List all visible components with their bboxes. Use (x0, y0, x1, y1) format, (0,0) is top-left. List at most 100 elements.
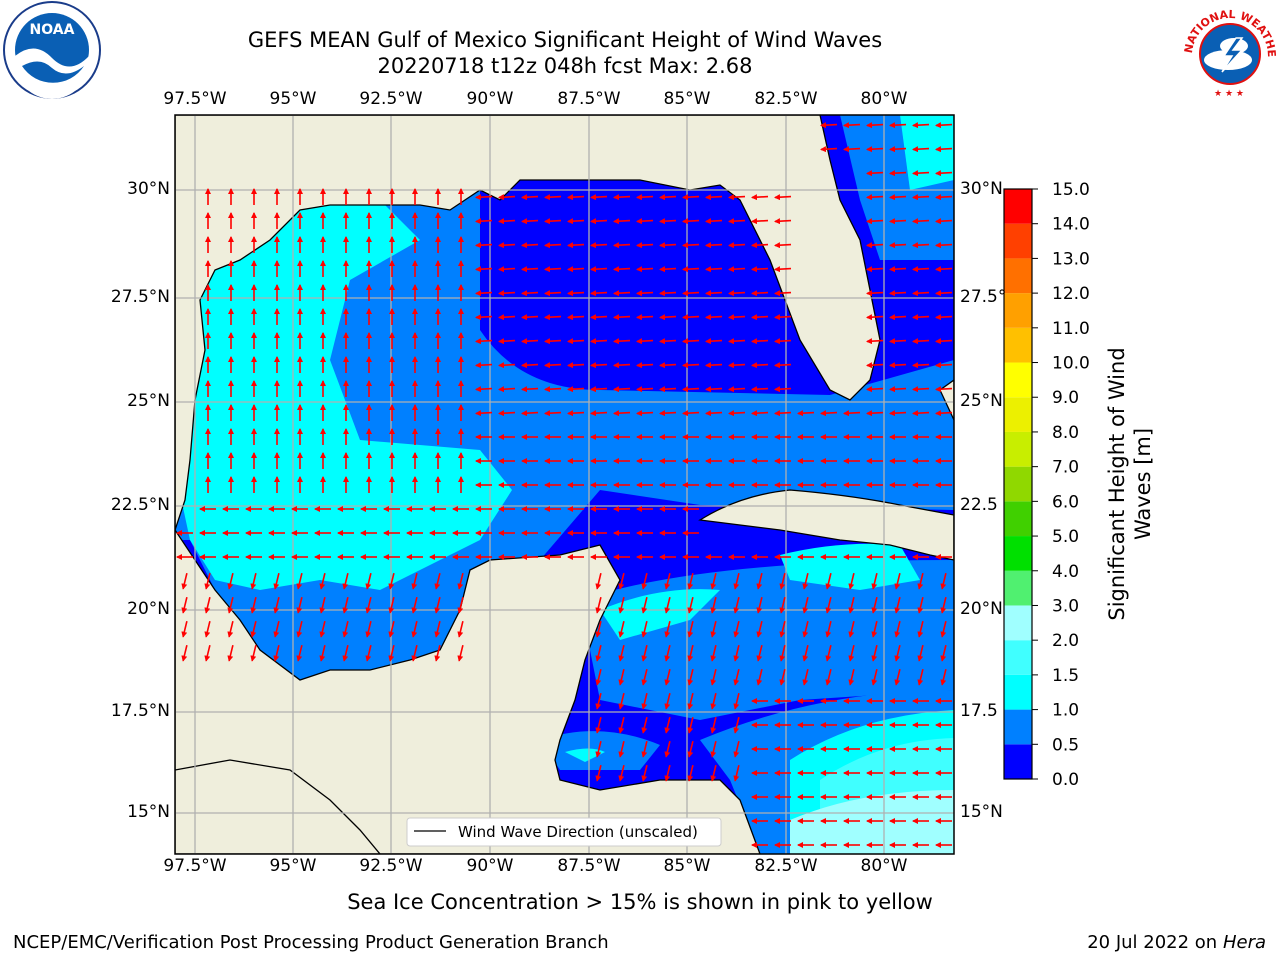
wave-direction-arrow (866, 146, 884, 153)
wave-direction-arrow (802, 597, 809, 614)
wave-direction-arrow (613, 194, 631, 201)
wave-direction-arrow (411, 621, 418, 638)
wave-direction-arrow (871, 573, 878, 590)
wave-direction-arrow (687, 573, 694, 590)
wave-direction-arrow (889, 362, 907, 369)
wave-direction-arrow (250, 573, 257, 590)
colorbar-cell (1004, 640, 1032, 675)
wave-direction-arrow (388, 645, 395, 662)
wave-direction-arrow (544, 218, 562, 225)
wave-direction-arrow (618, 645, 625, 662)
wave-direction-arrow (756, 597, 763, 614)
colorbar-tick-label: 4.0 (1052, 562, 1079, 582)
lon-tick-label-top: 95°W (269, 89, 317, 109)
wave-direction-arrow (728, 242, 746, 249)
wave-direction-arrow (595, 597, 602, 614)
wave-direction-arrow (825, 573, 832, 590)
wave-direction-arrow (705, 410, 723, 417)
wave-direction-arrow (544, 290, 562, 297)
wave-direction-arrow (636, 410, 654, 417)
wave-direction-arrow (475, 194, 493, 201)
colorbar-tick-label: 0.0 (1052, 770, 1079, 790)
wave-direction-arrow (227, 597, 234, 614)
wave-direction-arrow (710, 669, 717, 686)
wave-direction-arrow (889, 290, 907, 297)
wave-direction-arrow (940, 645, 947, 662)
wave-direction-arrow (751, 290, 769, 297)
wave-direction-arrow (682, 242, 700, 249)
wave-direction-arrow (705, 194, 723, 201)
colorbar-cell (1004, 744, 1032, 779)
wave-direction-arrow (687, 669, 694, 686)
wave-direction-arrow (595, 669, 602, 686)
lon-tick-label-top: 82.5°W (754, 89, 818, 109)
wave-direction-arrow (710, 621, 717, 638)
wave-direction-arrow (411, 645, 418, 662)
wave-direction-arrow (779, 669, 786, 686)
wave-direction-arrow (935, 170, 953, 177)
lat-tick-label-left: 27.5°N (110, 287, 170, 307)
wave-direction-arrow (342, 645, 349, 662)
wave-direction-arrow (227, 645, 234, 662)
wave-direction-arrow (843, 146, 861, 153)
wave-direction-arrow (774, 266, 792, 273)
wave-direction-arrow (935, 362, 953, 369)
wave-direction-arrow (889, 266, 907, 273)
wave-direction-arrow (802, 645, 809, 662)
wave-direction-arrow (498, 314, 516, 321)
wave-direction-arrow (940, 573, 947, 590)
wave-direction-arrow (590, 362, 608, 369)
wave-direction-arrow (917, 645, 924, 662)
colorbar-tick-label: 0.5 (1052, 735, 1079, 755)
wave-direction-arrow (866, 314, 884, 321)
wave-direction-arrow (273, 597, 280, 614)
colorbar-cell (1004, 397, 1032, 432)
wave-direction-arrow (544, 362, 562, 369)
wave-direction-arrow (779, 597, 786, 614)
wave-direction-arrow (388, 573, 395, 590)
wave-direction-arrow (567, 218, 585, 225)
colorbar-cell (1004, 605, 1032, 641)
wave-direction-arrow (912, 386, 930, 393)
svg-text:★ ★ ★: ★ ★ ★ (1214, 89, 1244, 99)
colorbar-tick-label: 11.0 (1052, 319, 1090, 339)
wave-direction-arrow (935, 386, 953, 393)
wave-direction-arrow (181, 645, 188, 662)
wave-direction-arrow (756, 573, 763, 590)
wave-direction-arrow (595, 621, 602, 638)
wave-direction-arrow (613, 266, 631, 273)
wave-direction-arrow (521, 290, 539, 297)
wave-direction-arrow (636, 266, 654, 273)
wave-direction-arrow (843, 122, 861, 129)
wave-direction-arrow (659, 314, 677, 321)
wave-direction-arrow (227, 621, 234, 638)
wave-direction-arrow (636, 194, 654, 201)
wave-direction-arrow (273, 573, 280, 590)
wave-direction-arrow (894, 669, 901, 686)
wave-direction-arrow (940, 621, 947, 638)
wave-direction-arrow (866, 122, 884, 129)
wave-direction-arrow (521, 314, 539, 321)
wave-direction-arrow (779, 573, 786, 590)
wave-direction-arrow (250, 597, 257, 614)
wave-direction-arrow (825, 669, 832, 686)
wave-direction-arrow (756, 669, 763, 686)
wave-direction-arrow (894, 573, 901, 590)
wave-direction-arrow (802, 573, 809, 590)
wave-direction-arrow (751, 266, 769, 273)
colorbar-label: Significant Height of Wind Waves [m] (1105, 347, 1155, 620)
wave-direction-arrow (365, 597, 372, 614)
lon-tick-label-top: 87.5°W (557, 89, 621, 109)
wave-direction-arrow (917, 573, 924, 590)
lon-tick-label-top: 92.5°W (359, 89, 423, 109)
wave-direction-arrow (935, 290, 953, 297)
colorbar: 0.0 0.5 1.0 1.5 2.0 3.0 4.0 5.0 6.0 7.0 8.0 9.0 10.0… (1003, 180, 1090, 790)
wave-direction-arrow (912, 362, 930, 369)
wave-direction-arrow (659, 410, 677, 417)
wave-direction-arrow (521, 338, 539, 345)
wave-direction-arrow (342, 573, 349, 590)
wave-direction-arrow (774, 338, 792, 345)
wave-direction-arrow (820, 122, 838, 129)
wave-direction-arrow (659, 386, 677, 393)
wave-direction-arrow (641, 741, 648, 758)
